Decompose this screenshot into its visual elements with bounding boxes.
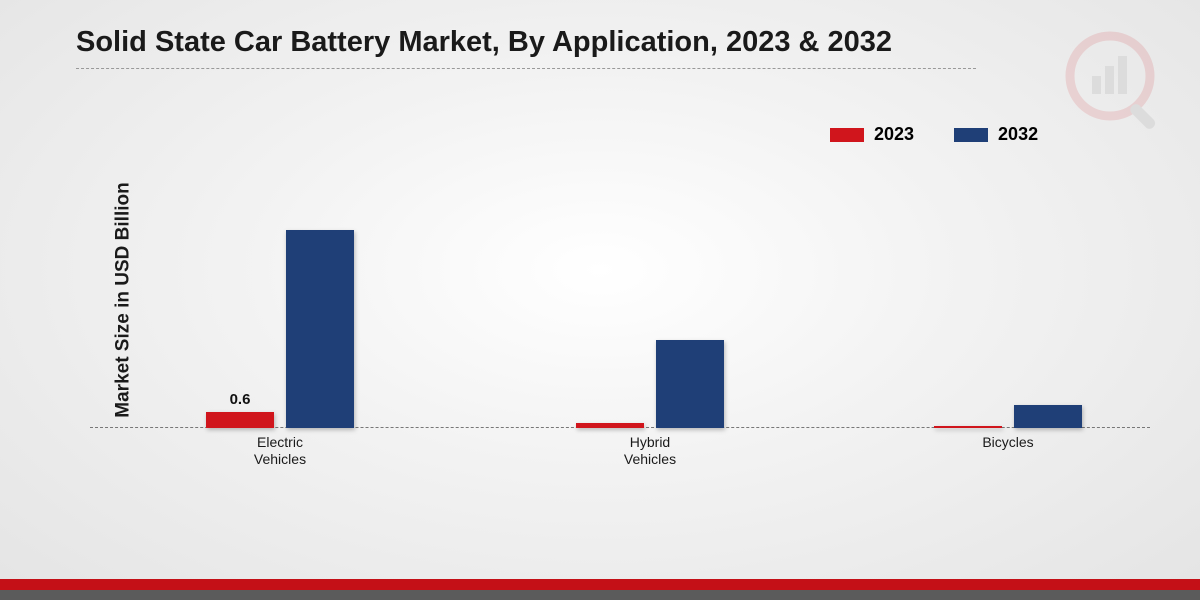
legend-label-2023: 2023 — [874, 124, 914, 145]
logo-svg — [1062, 28, 1172, 138]
chart-title: Solid State Car Battery Market, By Appli… — [76, 26, 892, 59]
legend-label-2032: 2032 — [998, 124, 1038, 145]
legend-item-2032: 2032 — [954, 124, 1038, 145]
legend-swatch-2023 — [830, 128, 864, 142]
footer-dark-band — [0, 590, 1200, 600]
title-underline — [76, 68, 976, 69]
bar — [934, 426, 1002, 428]
bar — [576, 423, 644, 428]
bar-value-label: 0.6 — [230, 391, 251, 408]
legend: 2023 2032 — [830, 124, 1038, 145]
bar — [1014, 405, 1082, 428]
footer-red-band — [0, 579, 1200, 590]
bar — [656, 340, 724, 428]
legend-swatch-2032 — [954, 128, 988, 142]
x-axis-label: Bicycles — [982, 434, 1033, 451]
bar — [206, 412, 274, 428]
watermark-logo — [1062, 28, 1172, 143]
x-axis-label: HybridVehicles — [624, 434, 676, 468]
legend-item-2023: 2023 — [830, 124, 914, 145]
plot-area: 0.6ElectricVehiclesHybridVehiclesBicycle… — [90, 168, 1150, 428]
x-axis-label: ElectricVehicles — [254, 434, 306, 468]
chart-canvas: Solid State Car Battery Market, By Appli… — [0, 0, 1200, 600]
bar — [286, 230, 354, 428]
